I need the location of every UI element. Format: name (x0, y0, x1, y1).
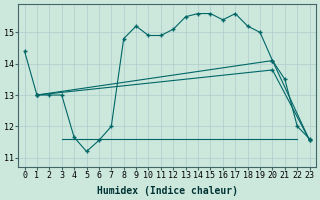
X-axis label: Humidex (Indice chaleur): Humidex (Indice chaleur) (97, 186, 237, 196)
